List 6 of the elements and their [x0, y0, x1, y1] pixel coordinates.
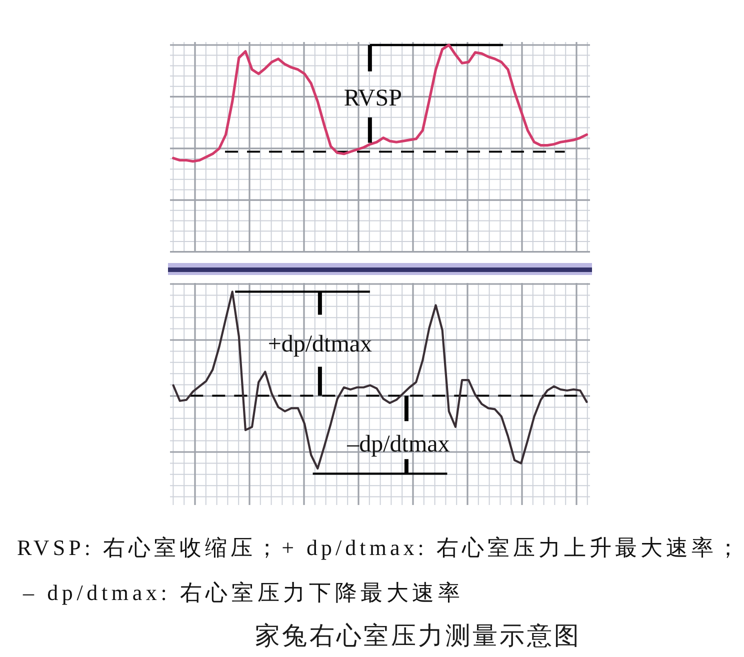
text: 家兔右心室压力测量示意图 — [255, 621, 579, 650]
text: RVSP: 右心室收缩压；+ dp/dtmax: 右心室压力上升最大速率； — [17, 535, 739, 560]
annotation: +dp/dtmax — [268, 332, 372, 358]
text: – dp/dtmax: 右心室压力下降最大速率 — [22, 580, 460, 605]
annotation: RVSP — [344, 85, 402, 112]
annotation: –dp/dtmax — [346, 431, 450, 458]
